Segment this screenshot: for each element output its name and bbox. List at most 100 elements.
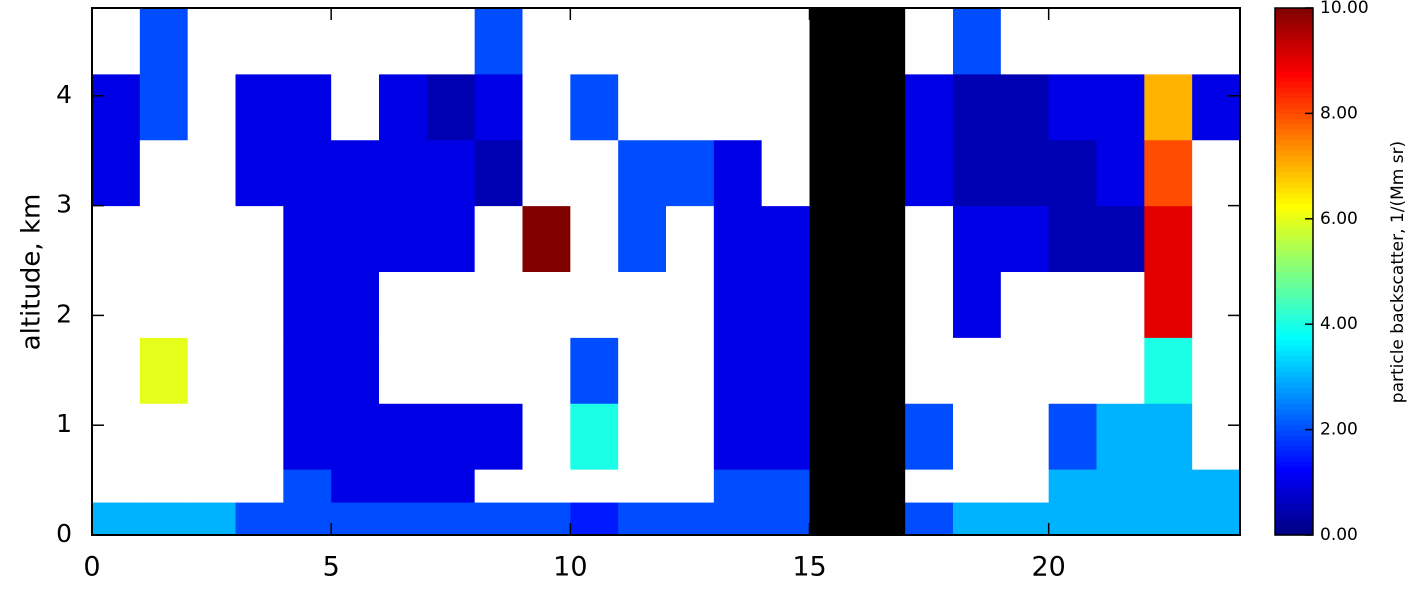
heatmap-cell xyxy=(522,139,571,207)
colorbar-segment xyxy=(1275,308,1313,315)
colorbar-segment xyxy=(1275,65,1313,72)
colorbar-segment xyxy=(1275,234,1313,241)
colorbar-segment xyxy=(1275,13,1313,20)
heatmap-cell xyxy=(1096,337,1145,404)
heatmap-cell xyxy=(857,337,906,404)
heatmap-cell xyxy=(1144,271,1193,338)
colorbar-segment xyxy=(1275,477,1313,483)
heatmap-cell xyxy=(666,205,715,272)
colorbar-segment xyxy=(1275,224,1313,230)
heatmap-cell xyxy=(474,8,523,75)
colorbar-segment xyxy=(1275,29,1313,35)
colorbar-segment xyxy=(1275,340,1313,346)
heatmap-cell xyxy=(1192,73,1241,141)
colorbar-segment xyxy=(1275,208,1313,215)
heatmap-cell xyxy=(331,8,380,75)
heatmap-cell xyxy=(379,139,428,207)
heatmap-cell xyxy=(92,502,141,536)
colorbar-segment xyxy=(1275,355,1313,362)
heatmap-cell xyxy=(857,502,906,536)
x-tick-label: 15 xyxy=(792,552,826,583)
colorbar-segment xyxy=(1275,192,1313,199)
heatmap-cell xyxy=(1192,403,1241,470)
heatmap-cell xyxy=(426,139,476,207)
heatmap-cell xyxy=(666,73,715,141)
heatmap-cell xyxy=(426,337,476,404)
heatmap-cell xyxy=(570,337,619,404)
heatmap-cell xyxy=(618,337,667,404)
heatmap-cell xyxy=(139,469,189,503)
colorbar-segment xyxy=(1275,102,1313,109)
colorbar-segment xyxy=(1275,318,1313,325)
colorbar-segment xyxy=(1275,429,1313,436)
y-tick-label: 2 xyxy=(56,299,72,328)
colorbar-segment xyxy=(1275,408,1313,415)
colorbar-segment xyxy=(1275,487,1313,494)
heatmap-cell xyxy=(283,139,332,207)
heatmap-cell xyxy=(666,8,715,75)
heatmap-cell xyxy=(570,73,619,141)
heatmap-cell xyxy=(857,8,906,75)
heatmap-cell xyxy=(761,403,810,470)
heatmap-cell xyxy=(1048,403,1097,470)
colorbar-tick-label: 0.00 xyxy=(1320,525,1358,545)
heatmap-cell xyxy=(570,8,619,75)
heatmap-cell xyxy=(1096,469,1145,503)
heatmap-cell xyxy=(474,271,523,338)
heatmap-cell xyxy=(1144,205,1193,272)
colorbar-segment xyxy=(1275,266,1313,273)
heatmap-cell xyxy=(666,139,715,207)
heatmap-cell xyxy=(92,469,141,503)
heatmap-cell xyxy=(1192,205,1241,272)
heatmap-cell xyxy=(618,271,667,338)
colorbar-segment xyxy=(1275,403,1313,410)
heatmap-cell xyxy=(1096,502,1145,536)
heatmap-cell xyxy=(522,502,571,536)
heatmap-cell xyxy=(187,139,236,207)
colorbar-segment xyxy=(1275,213,1313,220)
heatmap-cell xyxy=(331,469,380,503)
colorbar-segment xyxy=(1275,424,1313,431)
heatmap-cell xyxy=(809,73,858,141)
heatmap-cell xyxy=(474,337,523,404)
colorbar-segment xyxy=(1275,334,1313,341)
heatmap-cell xyxy=(713,337,763,404)
colorbar-segment xyxy=(1275,229,1313,236)
heatmap-cell xyxy=(570,403,619,470)
colorbar-segment xyxy=(1275,366,1313,373)
heatmap-cell xyxy=(713,403,763,470)
heatmap-cell xyxy=(1192,271,1241,338)
colorbar-segment xyxy=(1275,271,1313,278)
colorbar-segment xyxy=(1275,324,1313,331)
colorbar-segment xyxy=(1275,260,1313,267)
heatmap-cell xyxy=(618,205,667,272)
colorbar-tick-label: 2.00 xyxy=(1320,420,1358,440)
colorbar-segment xyxy=(1275,250,1313,257)
heatmap-cell xyxy=(713,205,763,272)
colorbar-segment xyxy=(1275,350,1313,357)
heatmap-cell xyxy=(379,8,428,75)
heatmap-cell xyxy=(713,8,763,75)
heatmap-cell xyxy=(809,271,858,338)
colorbar-segment xyxy=(1275,529,1313,536)
heatmap-cell xyxy=(953,469,1002,503)
x-tick-label: 0 xyxy=(83,552,100,583)
colorbar-segment xyxy=(1275,187,1313,194)
colorbar-segment xyxy=(1275,108,1313,114)
colorbar-segment xyxy=(1275,55,1313,62)
heatmap-cell xyxy=(618,502,667,536)
colorbar-segment xyxy=(1275,18,1313,25)
heatmap-cell xyxy=(235,502,284,536)
x-tick-label: 5 xyxy=(323,552,340,583)
colorbar-segment xyxy=(1275,445,1313,452)
heatmap-cell xyxy=(92,139,141,207)
heatmap-cell xyxy=(379,205,428,272)
heatmap-cell xyxy=(666,502,715,536)
heatmap-cell xyxy=(713,73,763,141)
colorbar-segment xyxy=(1275,23,1313,30)
heatmap-cell xyxy=(92,205,141,272)
colorbar-segment xyxy=(1275,239,1313,246)
heatmap-cell xyxy=(618,73,667,141)
colorbar-segment xyxy=(1275,71,1313,78)
